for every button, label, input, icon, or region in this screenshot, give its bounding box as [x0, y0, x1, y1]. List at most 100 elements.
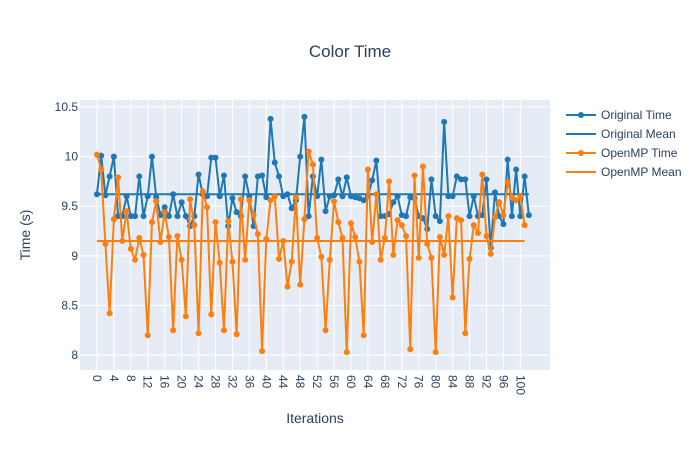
x-tick-label: 52 — [310, 375, 324, 389]
data-point — [343, 349, 350, 356]
data-point — [521, 173, 528, 180]
data-point — [394, 217, 401, 224]
data-point — [246, 197, 253, 204]
data-point — [170, 327, 177, 334]
x-axis-ticks: 0 4 8 12 16 20 24 28 32 36 40 44 48 52 56 60 64 68 72 76 80 8… — [90, 375, 527, 395]
data-point — [229, 258, 236, 265]
data-point — [140, 213, 147, 220]
x-tick-label: 32 — [225, 375, 239, 389]
data-point — [106, 173, 113, 180]
data-point — [297, 153, 304, 160]
data-point — [136, 173, 143, 180]
series-line — [95, 150, 526, 354]
data-point — [496, 199, 503, 206]
data-point — [165, 233, 172, 240]
legend-marker — [578, 112, 584, 118]
data-point — [500, 212, 507, 219]
data-point — [364, 166, 371, 173]
data-point — [322, 208, 329, 215]
data-point — [504, 156, 511, 163]
x-tick-label: 44 — [276, 375, 290, 389]
data-point — [479, 171, 486, 178]
data-point — [276, 173, 283, 180]
y-tick-label: 9.5 — [61, 199, 78, 213]
data-point — [419, 163, 426, 170]
data-point — [432, 213, 439, 220]
data-point — [487, 250, 494, 257]
data-point — [140, 251, 147, 258]
data-point — [335, 176, 342, 183]
data-point — [322, 327, 329, 334]
data-point — [161, 209, 168, 216]
data-point — [500, 221, 507, 228]
data-point — [288, 258, 295, 265]
data-point — [174, 213, 181, 220]
legend-marker — [578, 150, 584, 156]
data-point — [292, 194, 299, 201]
data-point — [136, 234, 143, 241]
data-point — [161, 204, 168, 211]
x-tick-label: 4 — [107, 375, 121, 382]
legend-item: OpenMP Time — [566, 146, 678, 160]
data-point — [483, 176, 490, 183]
data-point — [216, 259, 223, 266]
x-tick-label: 80 — [429, 375, 443, 389]
data-point — [242, 256, 249, 263]
y-tick-label: 9 — [71, 249, 78, 263]
data-point — [428, 254, 435, 261]
legend-label: OpenMP Time — [601, 146, 678, 160]
data-point — [403, 213, 410, 220]
data-point — [106, 310, 113, 317]
data-point — [343, 174, 350, 181]
data-point — [127, 213, 134, 220]
data-point — [436, 218, 443, 225]
y-axis-ticks: 8 8.5 9 9.5 10 10.5 — [55, 100, 79, 362]
data-point — [123, 208, 130, 215]
data-point — [360, 332, 367, 339]
x-tick-label: 36 — [242, 375, 256, 389]
x-tick-label: 60 — [344, 375, 358, 389]
data-point — [398, 222, 405, 229]
legend-item: Original Mean — [566, 127, 676, 141]
x-tick-label: 72 — [395, 375, 409, 389]
data-point — [259, 172, 266, 179]
data-point — [276, 255, 283, 262]
legend-label: OpenMP Mean — [601, 165, 682, 179]
data-point — [390, 199, 397, 206]
x-tick-label: 8 — [124, 375, 138, 382]
data-point — [212, 219, 219, 226]
data-point — [178, 199, 185, 206]
legend-label: Original Mean — [601, 127, 676, 141]
data-point — [305, 148, 312, 155]
x-tick-label: 16 — [158, 375, 172, 389]
data-point — [403, 232, 410, 239]
data-point — [432, 349, 439, 356]
data-point — [309, 161, 316, 168]
data-point — [428, 176, 435, 183]
chart-title: Color Time — [309, 42, 391, 61]
data-point — [483, 232, 490, 239]
data-point — [377, 256, 384, 263]
data-point — [390, 251, 397, 258]
data-point — [513, 197, 520, 204]
series-layer — [93, 113, 532, 356]
data-point — [127, 245, 134, 252]
data-point — [144, 332, 151, 339]
data-point — [525, 212, 532, 219]
x-tick-label: 88 — [463, 375, 477, 389]
data-point — [411, 172, 418, 179]
data-point — [254, 231, 261, 238]
data-point — [504, 179, 511, 186]
data-point — [462, 176, 469, 183]
data-point — [470, 222, 477, 229]
data-point — [204, 204, 211, 211]
x-tick-label: 24 — [192, 375, 206, 389]
legend-label: Original Time — [601, 108, 672, 122]
data-point — [314, 234, 321, 241]
data-point — [466, 213, 473, 220]
x-tick-label: 20 — [175, 375, 189, 389]
data-point — [339, 234, 346, 241]
data-point — [436, 233, 443, 240]
y-tick-label: 10.5 — [55, 100, 79, 114]
x-tick-label: 12 — [141, 375, 155, 389]
